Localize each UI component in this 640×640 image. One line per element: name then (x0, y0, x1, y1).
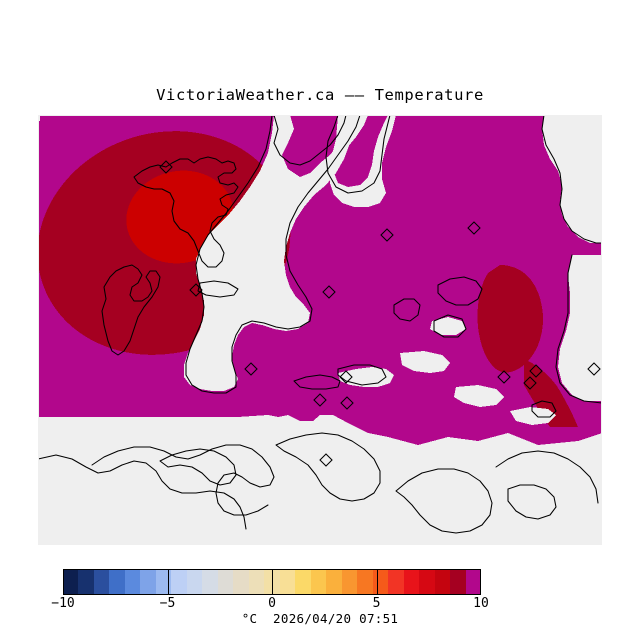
colorbar-tick-labels: −10 −5 0 5 10 (0, 596, 640, 612)
coastline-small-island-c (437, 276, 483, 306)
station-diamond-marker (340, 396, 354, 410)
coastline-small-island-b (393, 298, 421, 322)
colorbar-swatch (94, 569, 109, 595)
station-diamond-marker (380, 228, 394, 242)
coastline-island-north (133, 156, 239, 268)
station-diamond-marker (244, 362, 258, 376)
station-diamond-marker (159, 160, 173, 174)
station-marker-group (159, 160, 601, 467)
colorbar-swatch (109, 569, 125, 595)
map-panel[interactable] (38, 115, 602, 545)
colorbar-swatch (388, 569, 404, 595)
coastline-small-island-g (531, 400, 557, 418)
colorbar-swatch (326, 569, 342, 595)
coastline-east (541, 115, 602, 244)
colorbar-swatch (202, 569, 218, 595)
station-diamond-marker (529, 364, 543, 378)
mask-upper-bay (330, 115, 396, 207)
colorbar-swatch (357, 569, 373, 595)
colorbar-swatch (187, 569, 202, 595)
station-diamond-marker (467, 221, 481, 235)
mask-right-notch (542, 115, 602, 243)
colorbar[interactable] (63, 569, 481, 595)
coastline-group (38, 115, 602, 534)
map-frame (38, 115, 602, 545)
coastline-south-isl3 (275, 432, 381, 502)
coastline-mainland-north (273, 115, 347, 166)
coastline-south-isl2 (159, 448, 237, 486)
colorbar-swatch (280, 569, 295, 595)
colorbar-tick-label: 0 (268, 596, 276, 611)
colorbar-swatch (419, 569, 435, 595)
coastline-south-right-b (495, 450, 599, 504)
colorbar-tick-label: −10 (51, 596, 75, 611)
mask-inlet-e (558, 363, 600, 385)
colorbar-swatch (140, 569, 156, 595)
mask-inlet-c (454, 385, 504, 407)
colorbar-swatch (249, 569, 264, 595)
station-diamond-marker (497, 370, 511, 384)
colorbar-swatch (233, 569, 249, 595)
coastline-small-island-f (337, 364, 387, 386)
station-diamond-marker (587, 362, 601, 376)
coastline-island-west (101, 264, 161, 356)
colorbar-swatch (435, 569, 450, 595)
coastline-south-isl1 (91, 444, 275, 516)
coastline-south-right (395, 468, 493, 534)
colorbar-swatch (295, 569, 311, 595)
colorbar-frame (63, 569, 481, 595)
mask-inlet-f (430, 317, 466, 335)
colorbar-swatch (78, 569, 94, 595)
colorbar-swatch (311, 569, 326, 595)
coastline-upper-bay (325, 115, 391, 194)
colorbar-swatch (404, 569, 419, 595)
coastline-south-main (38, 454, 247, 530)
station-diamond-marker (322, 285, 336, 299)
colorbar-tick-label: −5 (159, 596, 176, 611)
colorbar-swatch (218, 569, 233, 595)
coastline-south-right-c (507, 484, 557, 520)
station-diamond-marker (523, 376, 537, 390)
colorbar-swatch (373, 569, 388, 595)
colorbar-swatch (156, 569, 171, 595)
colorbar-swatch (450, 569, 466, 595)
coastline-small-island-a (293, 374, 341, 390)
colorbar-tick-label: 10 (473, 596, 489, 611)
station-diamond-marker (189, 283, 203, 297)
colorbar-swatch (171, 569, 187, 595)
mask-south-land (38, 421, 602, 545)
colorbar-swatches (63, 569, 481, 595)
mask-right-wedge (558, 255, 602, 401)
colorbar-tick-label: 5 (372, 596, 381, 611)
station-diamond-marker (313, 393, 327, 407)
station-diamond-marker (319, 453, 333, 467)
mask-inlet-b (400, 351, 450, 373)
colorbar-swatch (125, 569, 140, 595)
page-title: VictoriaWeather.ca —— Temperature (156, 86, 484, 104)
coastline-east-b (555, 254, 602, 404)
contour-region-crimson-east (477, 265, 544, 373)
coastline-small-island-e (197, 280, 239, 298)
colorbar-swatch (342, 569, 357, 595)
coastline-small-island-d (433, 314, 467, 338)
colorbar-swatch (63, 569, 78, 595)
mask-inlet-d (510, 407, 556, 425)
station-diamond-marker (339, 370, 353, 384)
colorbar-tickmarks (168, 569, 378, 595)
colorbar-caption: °C 2026/04/20 07:51 (241, 611, 399, 626)
coastline-mainland-north-b (185, 115, 361, 394)
colorbar-swatch (466, 569, 481, 595)
